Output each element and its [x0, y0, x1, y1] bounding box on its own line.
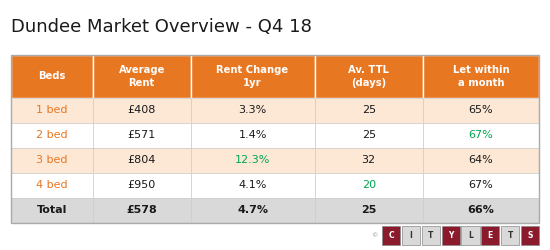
FancyBboxPatch shape — [315, 55, 423, 98]
Text: 64%: 64% — [469, 155, 493, 165]
FancyBboxPatch shape — [11, 55, 93, 98]
Text: T: T — [428, 231, 433, 240]
Text: Average
Rent: Average Rent — [118, 65, 165, 88]
FancyBboxPatch shape — [190, 123, 315, 148]
FancyBboxPatch shape — [11, 98, 93, 123]
FancyBboxPatch shape — [521, 226, 539, 245]
Text: 67%: 67% — [469, 180, 493, 190]
Text: 25: 25 — [361, 205, 376, 215]
FancyBboxPatch shape — [93, 123, 190, 148]
Text: £804: £804 — [128, 155, 156, 165]
FancyBboxPatch shape — [190, 55, 315, 98]
Text: S: S — [527, 231, 532, 240]
Text: 4.1%: 4.1% — [238, 180, 267, 190]
Text: C: C — [388, 231, 394, 240]
FancyBboxPatch shape — [190, 198, 315, 222]
FancyBboxPatch shape — [423, 172, 539, 198]
Text: Rent Change
1yr: Rent Change 1yr — [217, 65, 289, 88]
Text: 4.7%: 4.7% — [237, 205, 268, 215]
Text: 4 bed: 4 bed — [36, 180, 68, 190]
FancyBboxPatch shape — [501, 226, 519, 245]
FancyBboxPatch shape — [402, 226, 420, 245]
Text: 3 bed: 3 bed — [36, 155, 68, 165]
FancyBboxPatch shape — [442, 226, 460, 245]
Text: Av. TTL
(days): Av. TTL (days) — [348, 65, 389, 88]
FancyBboxPatch shape — [190, 98, 315, 123]
Text: 66%: 66% — [468, 205, 494, 215]
Text: 2 bed: 2 bed — [36, 130, 68, 140]
Text: Beds: Beds — [39, 71, 65, 81]
FancyBboxPatch shape — [422, 226, 440, 245]
Text: 25: 25 — [362, 105, 376, 115]
FancyBboxPatch shape — [93, 55, 190, 98]
Text: ©: © — [372, 233, 378, 238]
FancyBboxPatch shape — [93, 148, 190, 172]
Text: £408: £408 — [128, 105, 156, 115]
FancyBboxPatch shape — [190, 148, 315, 172]
FancyBboxPatch shape — [382, 226, 400, 245]
Text: 3.3%: 3.3% — [239, 105, 267, 115]
FancyBboxPatch shape — [11, 198, 93, 222]
Text: 1.4%: 1.4% — [238, 130, 267, 140]
Text: I: I — [410, 231, 412, 240]
Text: £578: £578 — [126, 205, 157, 215]
Text: Total: Total — [37, 205, 67, 215]
Text: Dundee Market Overview - Q4 18: Dundee Market Overview - Q4 18 — [11, 18, 312, 36]
Text: £571: £571 — [128, 130, 156, 140]
FancyBboxPatch shape — [11, 172, 93, 198]
FancyBboxPatch shape — [315, 123, 423, 148]
Text: 32: 32 — [362, 155, 376, 165]
Text: Y: Y — [448, 231, 453, 240]
FancyBboxPatch shape — [423, 148, 539, 172]
FancyBboxPatch shape — [481, 226, 499, 245]
FancyBboxPatch shape — [315, 98, 423, 123]
FancyBboxPatch shape — [11, 123, 93, 148]
Text: T: T — [508, 231, 513, 240]
FancyBboxPatch shape — [190, 172, 315, 198]
Text: 25: 25 — [362, 130, 376, 140]
Text: £950: £950 — [128, 180, 156, 190]
Text: 67%: 67% — [469, 130, 493, 140]
Text: 65%: 65% — [469, 105, 493, 115]
FancyBboxPatch shape — [423, 98, 539, 123]
Text: E: E — [488, 231, 493, 240]
FancyBboxPatch shape — [423, 55, 539, 98]
FancyBboxPatch shape — [93, 198, 190, 222]
Text: 20: 20 — [362, 180, 376, 190]
Text: Let within
a month: Let within a month — [453, 65, 509, 88]
FancyBboxPatch shape — [315, 148, 423, 172]
FancyBboxPatch shape — [461, 226, 480, 245]
FancyBboxPatch shape — [93, 172, 190, 198]
Text: 1 bed: 1 bed — [36, 105, 68, 115]
FancyBboxPatch shape — [93, 98, 190, 123]
FancyBboxPatch shape — [423, 123, 539, 148]
FancyBboxPatch shape — [11, 148, 93, 172]
Text: L: L — [468, 231, 473, 240]
FancyBboxPatch shape — [315, 172, 423, 198]
FancyBboxPatch shape — [423, 198, 539, 222]
FancyBboxPatch shape — [315, 198, 423, 222]
Text: 12.3%: 12.3% — [235, 155, 270, 165]
